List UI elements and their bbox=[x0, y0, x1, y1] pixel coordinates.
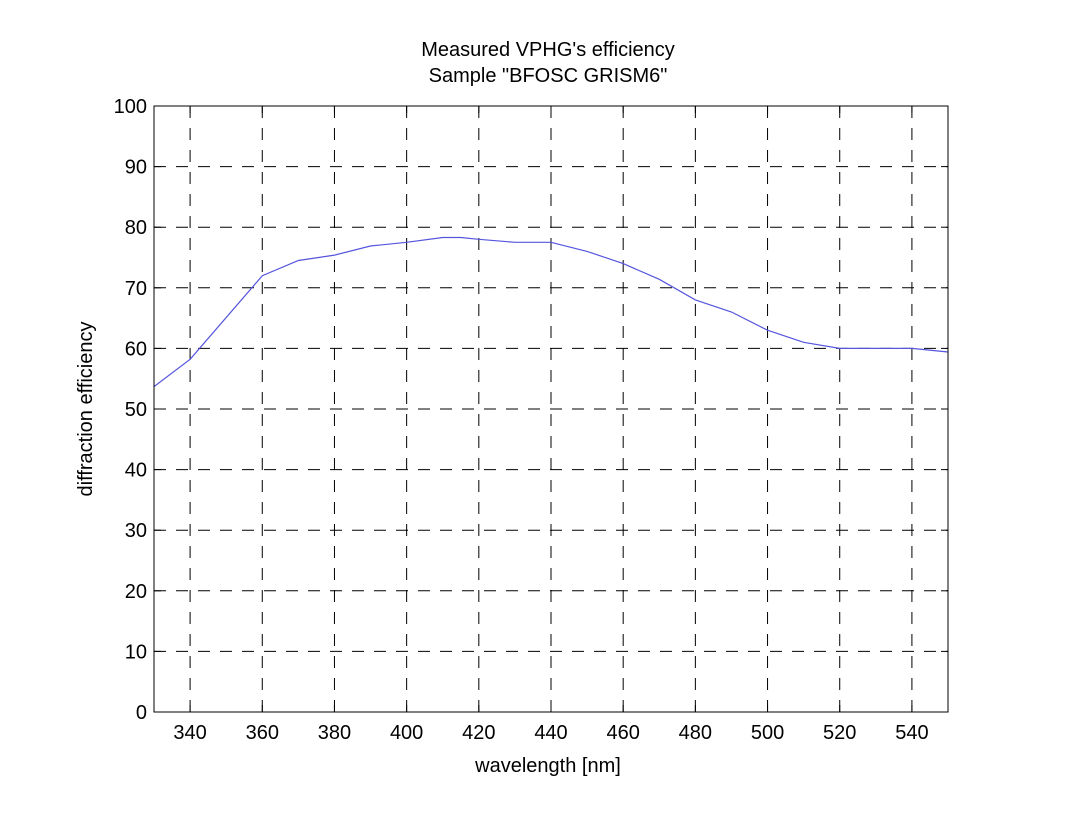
x-tick-label: 500 bbox=[751, 722, 784, 744]
y-tick-label: 90 bbox=[125, 157, 147, 179]
x-tick-label: 400 bbox=[390, 722, 423, 744]
tick-marks bbox=[154, 105, 948, 713]
grid bbox=[154, 106, 948, 712]
y-tick-label: 60 bbox=[125, 338, 147, 360]
y-tick-label: 70 bbox=[125, 278, 147, 300]
x-tick-label: 460 bbox=[606, 722, 639, 744]
y-axis-label: diffraction efficiency bbox=[75, 322, 97, 497]
x-tick-label: 360 bbox=[246, 722, 279, 744]
chart-title: Measured VPHG's efficiency bbox=[421, 39, 675, 61]
x-tick-label: 480 bbox=[679, 722, 712, 744]
x-tick-label: 540 bbox=[895, 722, 928, 744]
series-layer bbox=[153, 236, 949, 388]
y-tick-label: 30 bbox=[125, 520, 147, 542]
chart-subtitle: Sample "BFOSC GRISM6" bbox=[429, 65, 668, 87]
y-tick-label: 10 bbox=[125, 641, 147, 663]
x-axis-label: wavelength [nm] bbox=[474, 755, 621, 777]
plot-frame bbox=[153, 105, 949, 713]
y-tick-label: 40 bbox=[125, 460, 147, 482]
y-tick-label: 20 bbox=[125, 581, 147, 603]
x-tick-label: 420 bbox=[462, 722, 495, 744]
y-tick-label: 80 bbox=[125, 217, 147, 239]
x-tick-label: 520 bbox=[823, 722, 856, 744]
y-tick-label: 50 bbox=[125, 399, 147, 421]
tick-labels: 340 360 380 400 420 440 460 480 500 520 540 0 10 20 30… bbox=[114, 96, 929, 744]
x-tick-label: 440 bbox=[534, 722, 567, 744]
y-tick-label: 100 bbox=[114, 96, 147, 118]
x-tick-label: 340 bbox=[173, 722, 206, 744]
y-tick-label: 0 bbox=[136, 702, 147, 724]
x-tick-label: 380 bbox=[318, 722, 351, 744]
